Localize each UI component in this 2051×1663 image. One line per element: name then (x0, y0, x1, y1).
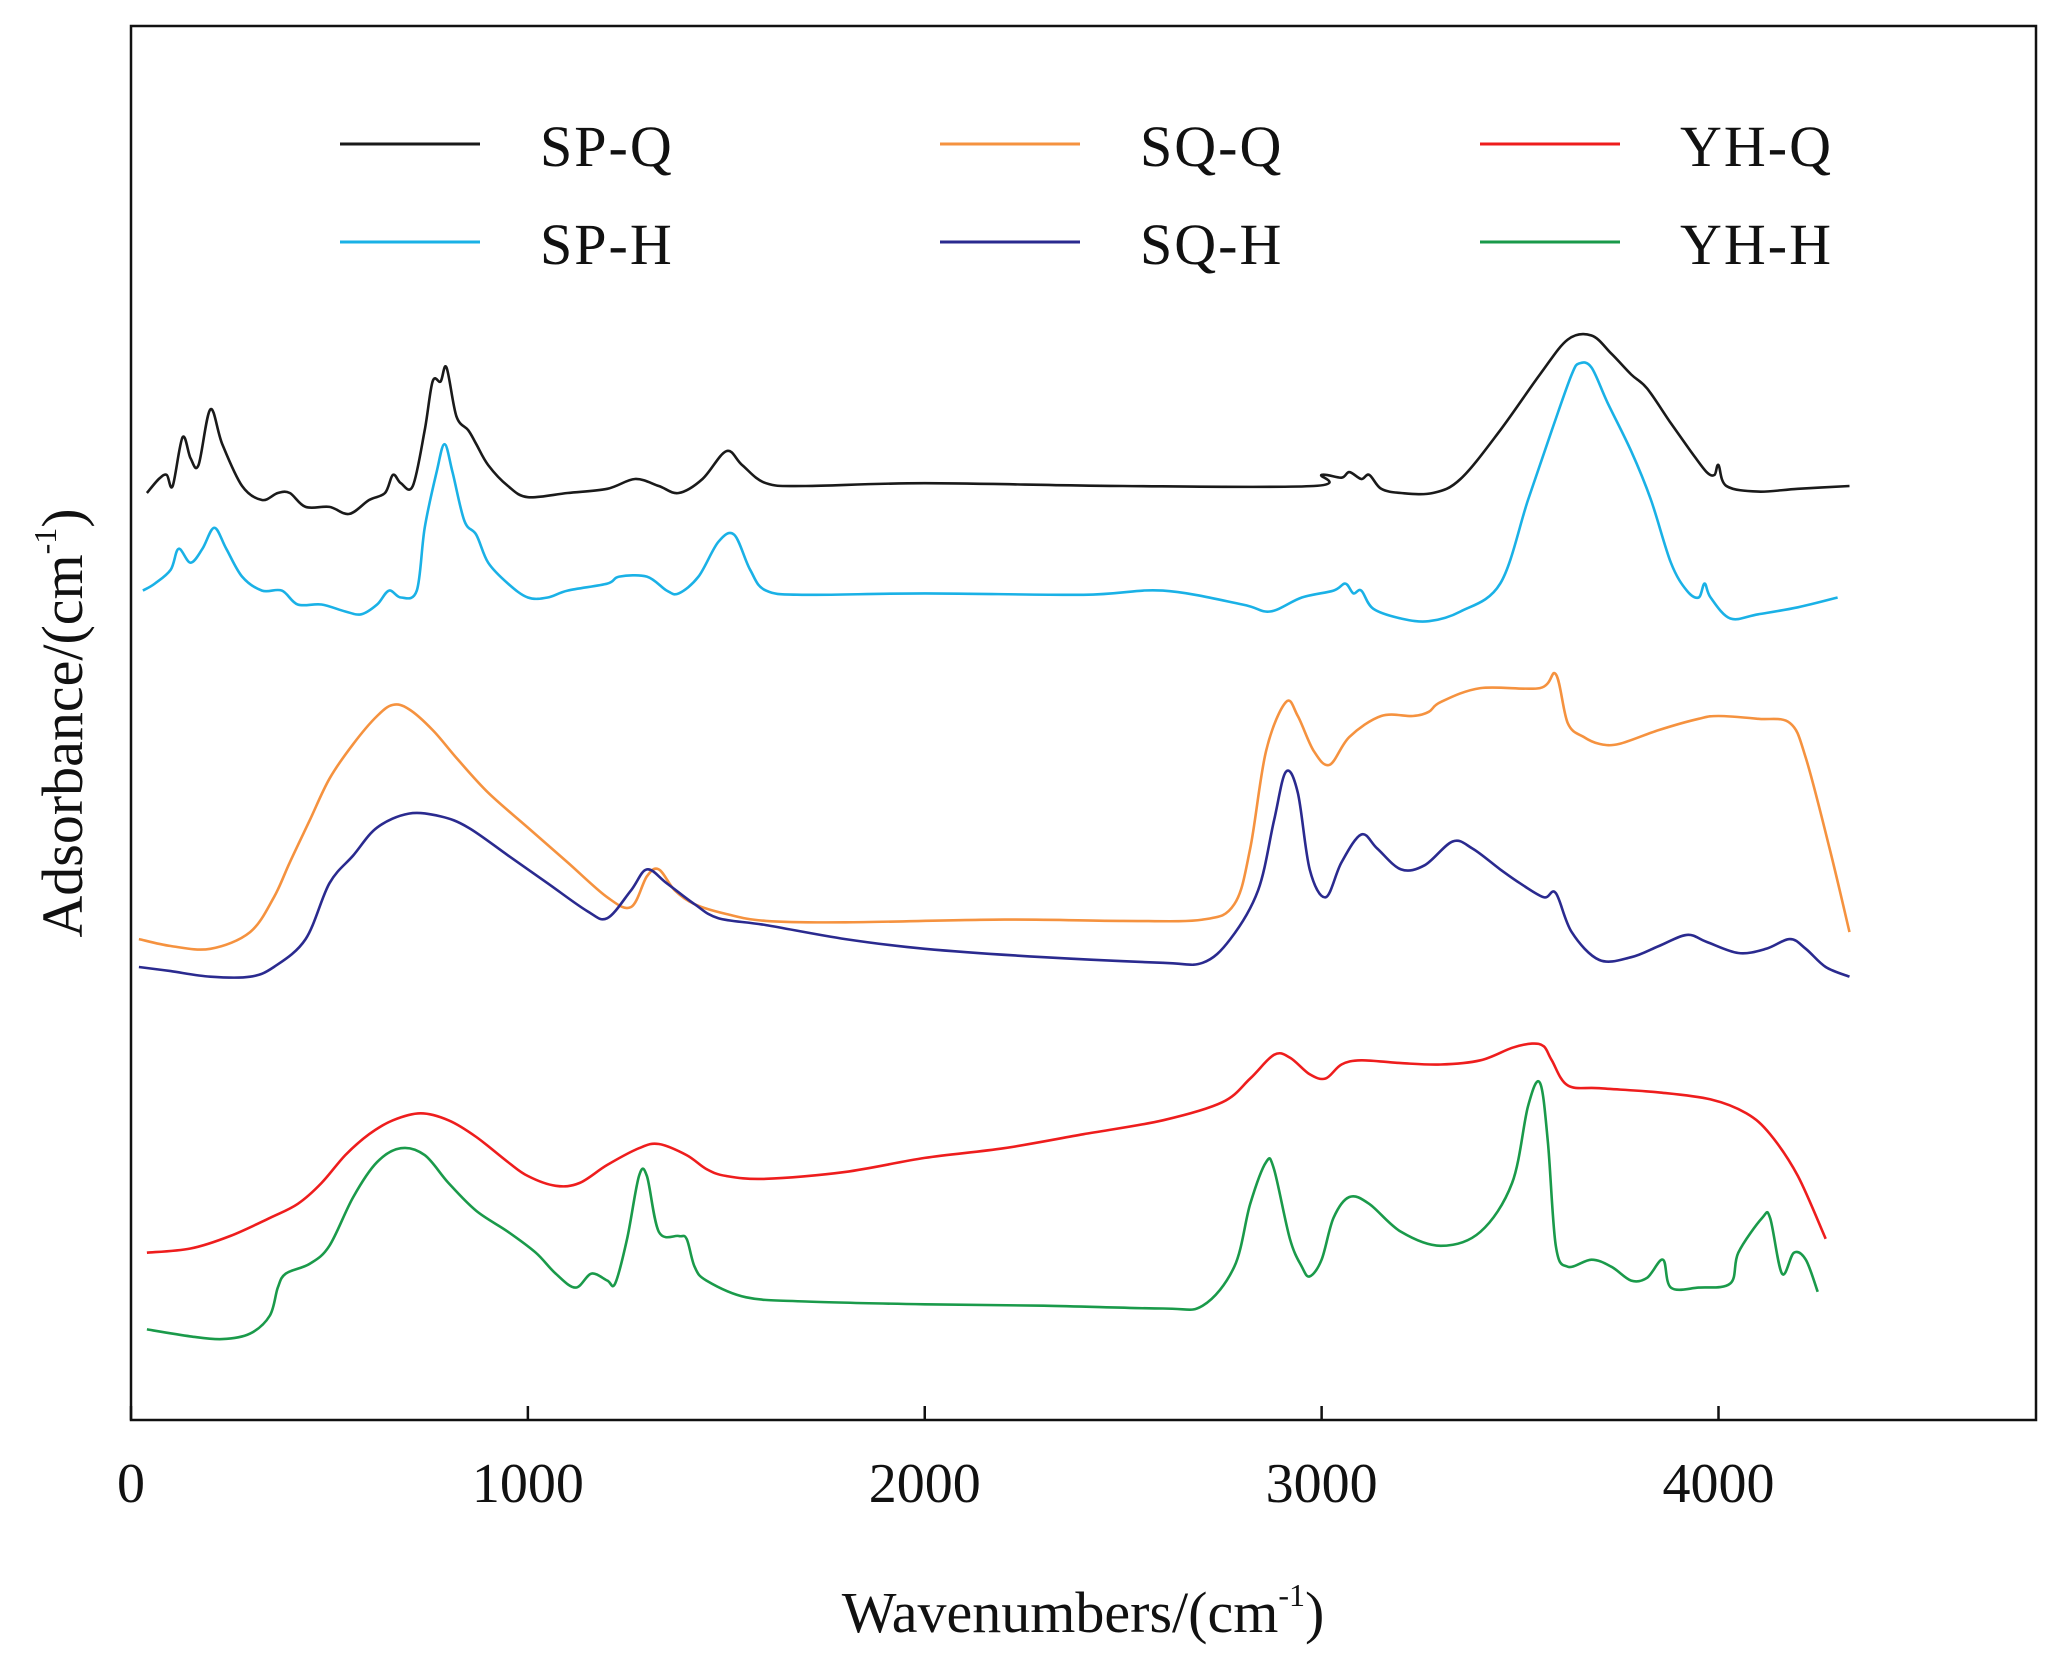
x-tick-label: 2000 (869, 1453, 981, 1515)
y-axis-title: Adsorbance/(cm-1) (27, 508, 95, 937)
legend-label: SP-H (540, 212, 674, 277)
x-tick-label: 4000 (1663, 1453, 1775, 1515)
legend-item-sq-h: SQ-H (940, 212, 1283, 277)
legend-label: SQ-Q (1140, 114, 1283, 179)
series-line-sq-h (138, 769, 1850, 979)
legend-label: SQ-H (1140, 212, 1283, 277)
legend-item-sp-q: SP-Q (340, 114, 674, 179)
x-axis-title: Wavenumbers/(cm-1) (842, 1577, 1325, 1645)
legend-item-sp-h: SP-H (340, 212, 674, 277)
series-line-yh-h (146, 1080, 1819, 1341)
legend-item-sq-q: SQ-Q (940, 114, 1283, 179)
series-layer (138, 332, 1851, 1341)
x-tick-label: 3000 (1266, 1453, 1378, 1515)
plot-frame (129, 24, 2038, 1422)
legend-label: YH-H (1680, 212, 1833, 277)
legend-label: SP-Q (540, 114, 674, 179)
series-line-sq-q (138, 671, 1851, 951)
x-tick-label: 0 (117, 1453, 145, 1515)
x-tick-label: 1000 (472, 1453, 584, 1515)
x-axis-ticks: 0 1000 2000 3000 4000 (117, 1406, 1775, 1515)
legend-item-yh-q: YH-Q (1480, 114, 1833, 179)
legend-label: YH-Q (1680, 114, 1833, 179)
legend-item-yh-h: YH-H (1480, 212, 1833, 277)
series-line-sp-h (142, 361, 1838, 623)
series-line-yh-q (146, 1042, 1827, 1254)
legend: SP-Q SP-H SQ-Q SQ-H YH-Q YH-H (340, 114, 1833, 277)
series-line-sp-q (145, 332, 1850, 516)
